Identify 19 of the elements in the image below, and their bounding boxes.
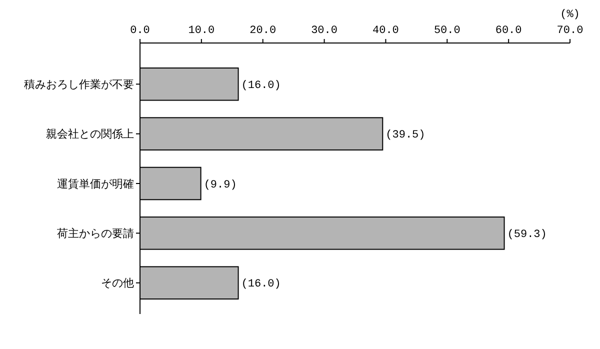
y-tick-label: 親会社との関係上	[46, 128, 134, 141]
x-tick-label: 30.0	[311, 25, 338, 37]
y-tick-label: 積みおろし作業が不要	[24, 78, 134, 91]
x-tick-label: 60.0	[495, 25, 522, 37]
data-label: (16.0)	[241, 80, 281, 92]
x-tick-label: 50.0	[434, 25, 460, 37]
y-tick-label: 運賃単価が明確	[57, 177, 134, 190]
data-label: (9.9)	[204, 179, 237, 192]
x-tick-label: 10.0	[188, 25, 215, 37]
y-tick-label: その他	[101, 276, 134, 290]
y-tick-label: 荷主からの要請	[57, 227, 134, 240]
data-label: (16.0)	[241, 278, 281, 291]
x-tick-label: 70.0	[556, 25, 584, 37]
x-tick-label: 40.0	[372, 25, 399, 37]
x-tick-label: 0.0	[130, 25, 150, 37]
x-tick-label: 20.0	[250, 25, 276, 37]
data-label: (39.5)	[386, 130, 426, 142]
data-label: (59.3)	[507, 229, 547, 242]
x-axis-title: (%)	[560, 9, 580, 21]
